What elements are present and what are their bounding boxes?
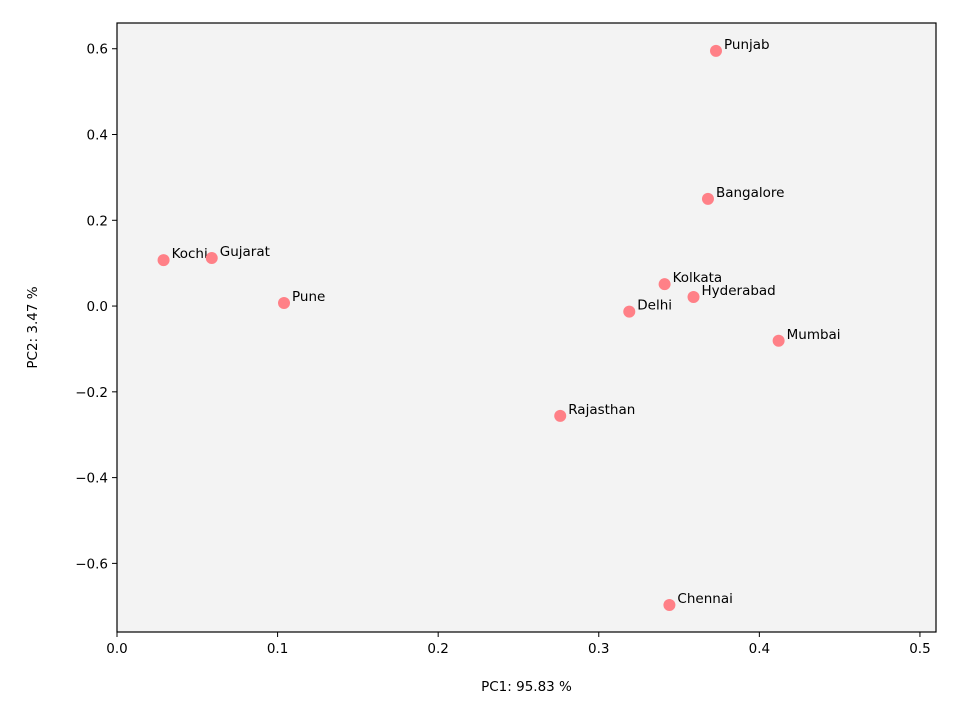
- y-tick-label: 0.0: [87, 299, 108, 315]
- x-tick-label: 0.0: [106, 641, 127, 657]
- y-tick-label: −0.6: [75, 556, 108, 572]
- x-tick-label: 0.1: [267, 641, 288, 657]
- x-tick-label: 0.3: [588, 641, 609, 657]
- point-label: Delhi: [637, 298, 672, 314]
- data-point: [709, 44, 722, 57]
- point-label: Kolkata: [673, 270, 723, 286]
- x-tick-label: 0.5: [909, 641, 930, 657]
- data-point: [157, 254, 170, 267]
- x-axis-label: PC1: 95.83 %: [481, 679, 572, 695]
- point-label: Pune: [292, 289, 325, 305]
- point-label: Chennai: [677, 591, 732, 607]
- data-point: [687, 291, 700, 304]
- y-tick-label: −0.2: [75, 385, 108, 401]
- point-label: Punjab: [724, 37, 770, 53]
- y-tick-label: 0.6: [87, 42, 108, 58]
- data-point: [623, 305, 636, 318]
- data-point: [278, 297, 291, 310]
- x-tick-label: 0.4: [749, 641, 770, 657]
- point-label: Rajasthan: [568, 402, 635, 418]
- point-label: Hyderabad: [702, 283, 776, 299]
- y-tick-label: −0.4: [75, 471, 108, 487]
- data-point: [554, 409, 567, 422]
- point-label: Bangalore: [716, 185, 785, 201]
- y-tick-label: 0.4: [87, 128, 108, 144]
- data-point: [205, 252, 218, 265]
- plot-frame: [116, 22, 937, 633]
- data-point: [658, 278, 671, 291]
- plot-area: [117, 23, 936, 632]
- data-points: Punjab Bangalore Kochi Gujarat Pune KolkataHy…: [157, 37, 841, 611]
- x-tick-label: 0.2: [427, 641, 448, 657]
- axis-ticks: 0.0 0.1 0.2 0.3 0.4 0.5 −0.6 −0.4 −0.2 0.0 0.2 0.4 0…: [75, 42, 930, 657]
- data-point: [663, 598, 676, 611]
- point-label: Kochi: [172, 246, 208, 262]
- y-tick-label: 0.2: [87, 213, 108, 229]
- data-point: [772, 334, 785, 347]
- point-label: Gujarat: [220, 244, 270, 260]
- point-label: Mumbai: [787, 327, 841, 343]
- data-point: [701, 192, 714, 205]
- y-axis-label: PC2: 3.47 %: [25, 286, 41, 368]
